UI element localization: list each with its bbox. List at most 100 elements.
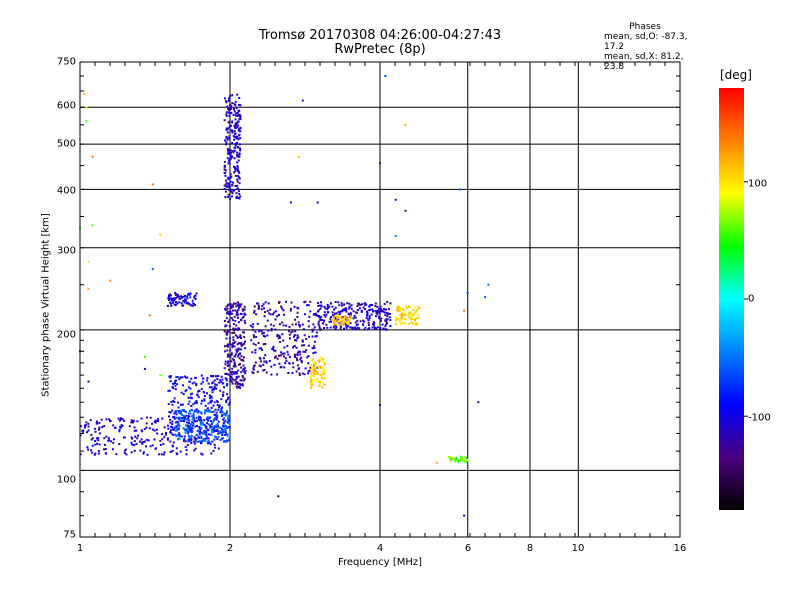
data-point [220,413,223,416]
data-point [240,345,243,348]
data-point [311,379,314,382]
data-point [244,347,247,350]
data-point [228,354,231,357]
data-point [98,432,101,435]
data-point [181,408,184,411]
data-point [318,380,321,382]
data-point [225,179,227,182]
data-point [193,410,196,412]
data-point [123,419,126,422]
data-point [343,327,345,330]
data-point [309,300,312,303]
data-point [232,151,235,154]
data-point [217,432,220,435]
data-point [238,385,241,388]
data-point [369,303,372,306]
data-point [230,190,233,193]
data-point [175,293,178,296]
data-point [161,438,164,441]
data-point [333,325,336,328]
data-point [227,150,230,153]
data-point [252,367,255,370]
data-point [321,357,324,360]
data-point [186,427,189,430]
data-point [465,461,468,464]
data-point [463,514,466,517]
data-point [197,440,200,443]
data-point [235,137,238,140]
data-point [395,319,397,322]
data-point [315,314,317,317]
data-point [317,366,320,369]
data-point [252,334,255,337]
data-point [229,180,232,183]
data-point [311,383,314,386]
data-point [176,302,179,305]
data-point [228,364,231,367]
data-point [173,417,176,420]
data-point [229,172,232,175]
data-point [240,371,243,374]
data-point [231,94,234,97]
data-point [186,295,189,298]
data-point [234,170,237,173]
data-point [95,420,98,423]
data-point [347,321,350,324]
data-point [325,313,328,316]
data-point [299,358,302,361]
data-point [313,365,316,368]
data-point [175,416,178,419]
data-point [191,382,194,385]
data-point [268,360,271,362]
data-point [222,422,225,425]
data-point [241,369,244,372]
data-point [168,389,171,392]
data-point [240,337,242,339]
data-point [237,301,239,304]
data-point [204,425,207,428]
data-point [224,196,227,199]
data-point [196,425,198,427]
data-point [226,185,229,188]
data-point [96,422,99,425]
data-point [318,326,321,329]
data-point [237,174,240,177]
data-point [404,313,407,316]
data-point [190,435,193,438]
data-point [235,192,238,195]
data-point [289,337,291,340]
data-point [236,386,239,389]
data-point [225,111,228,114]
data-point [408,313,411,316]
data-point [234,122,237,125]
data-point [225,305,228,308]
data-point [227,107,229,110]
data-point [186,376,189,379]
data-point [170,304,173,307]
data-point [228,319,231,322]
data-point [198,430,201,432]
data-point [230,106,233,109]
data-point [218,432,221,435]
data-point [192,415,195,418]
data-point [173,412,176,415]
data-point [203,398,206,401]
data-point [207,382,210,385]
data-point [340,302,343,305]
data-point [197,390,200,393]
data-point [237,196,239,199]
data-point [252,368,255,371]
data-point [401,316,403,319]
data-point [266,319,269,322]
data-point [111,448,114,451]
data-point [341,310,344,313]
data-point [178,297,181,300]
data-point [280,305,282,308]
data-point [178,301,181,304]
data-point [388,316,391,319]
data-point [404,312,407,315]
data-point [285,359,288,362]
data-point [194,376,197,379]
data-point [174,384,177,387]
data-point [228,417,230,420]
